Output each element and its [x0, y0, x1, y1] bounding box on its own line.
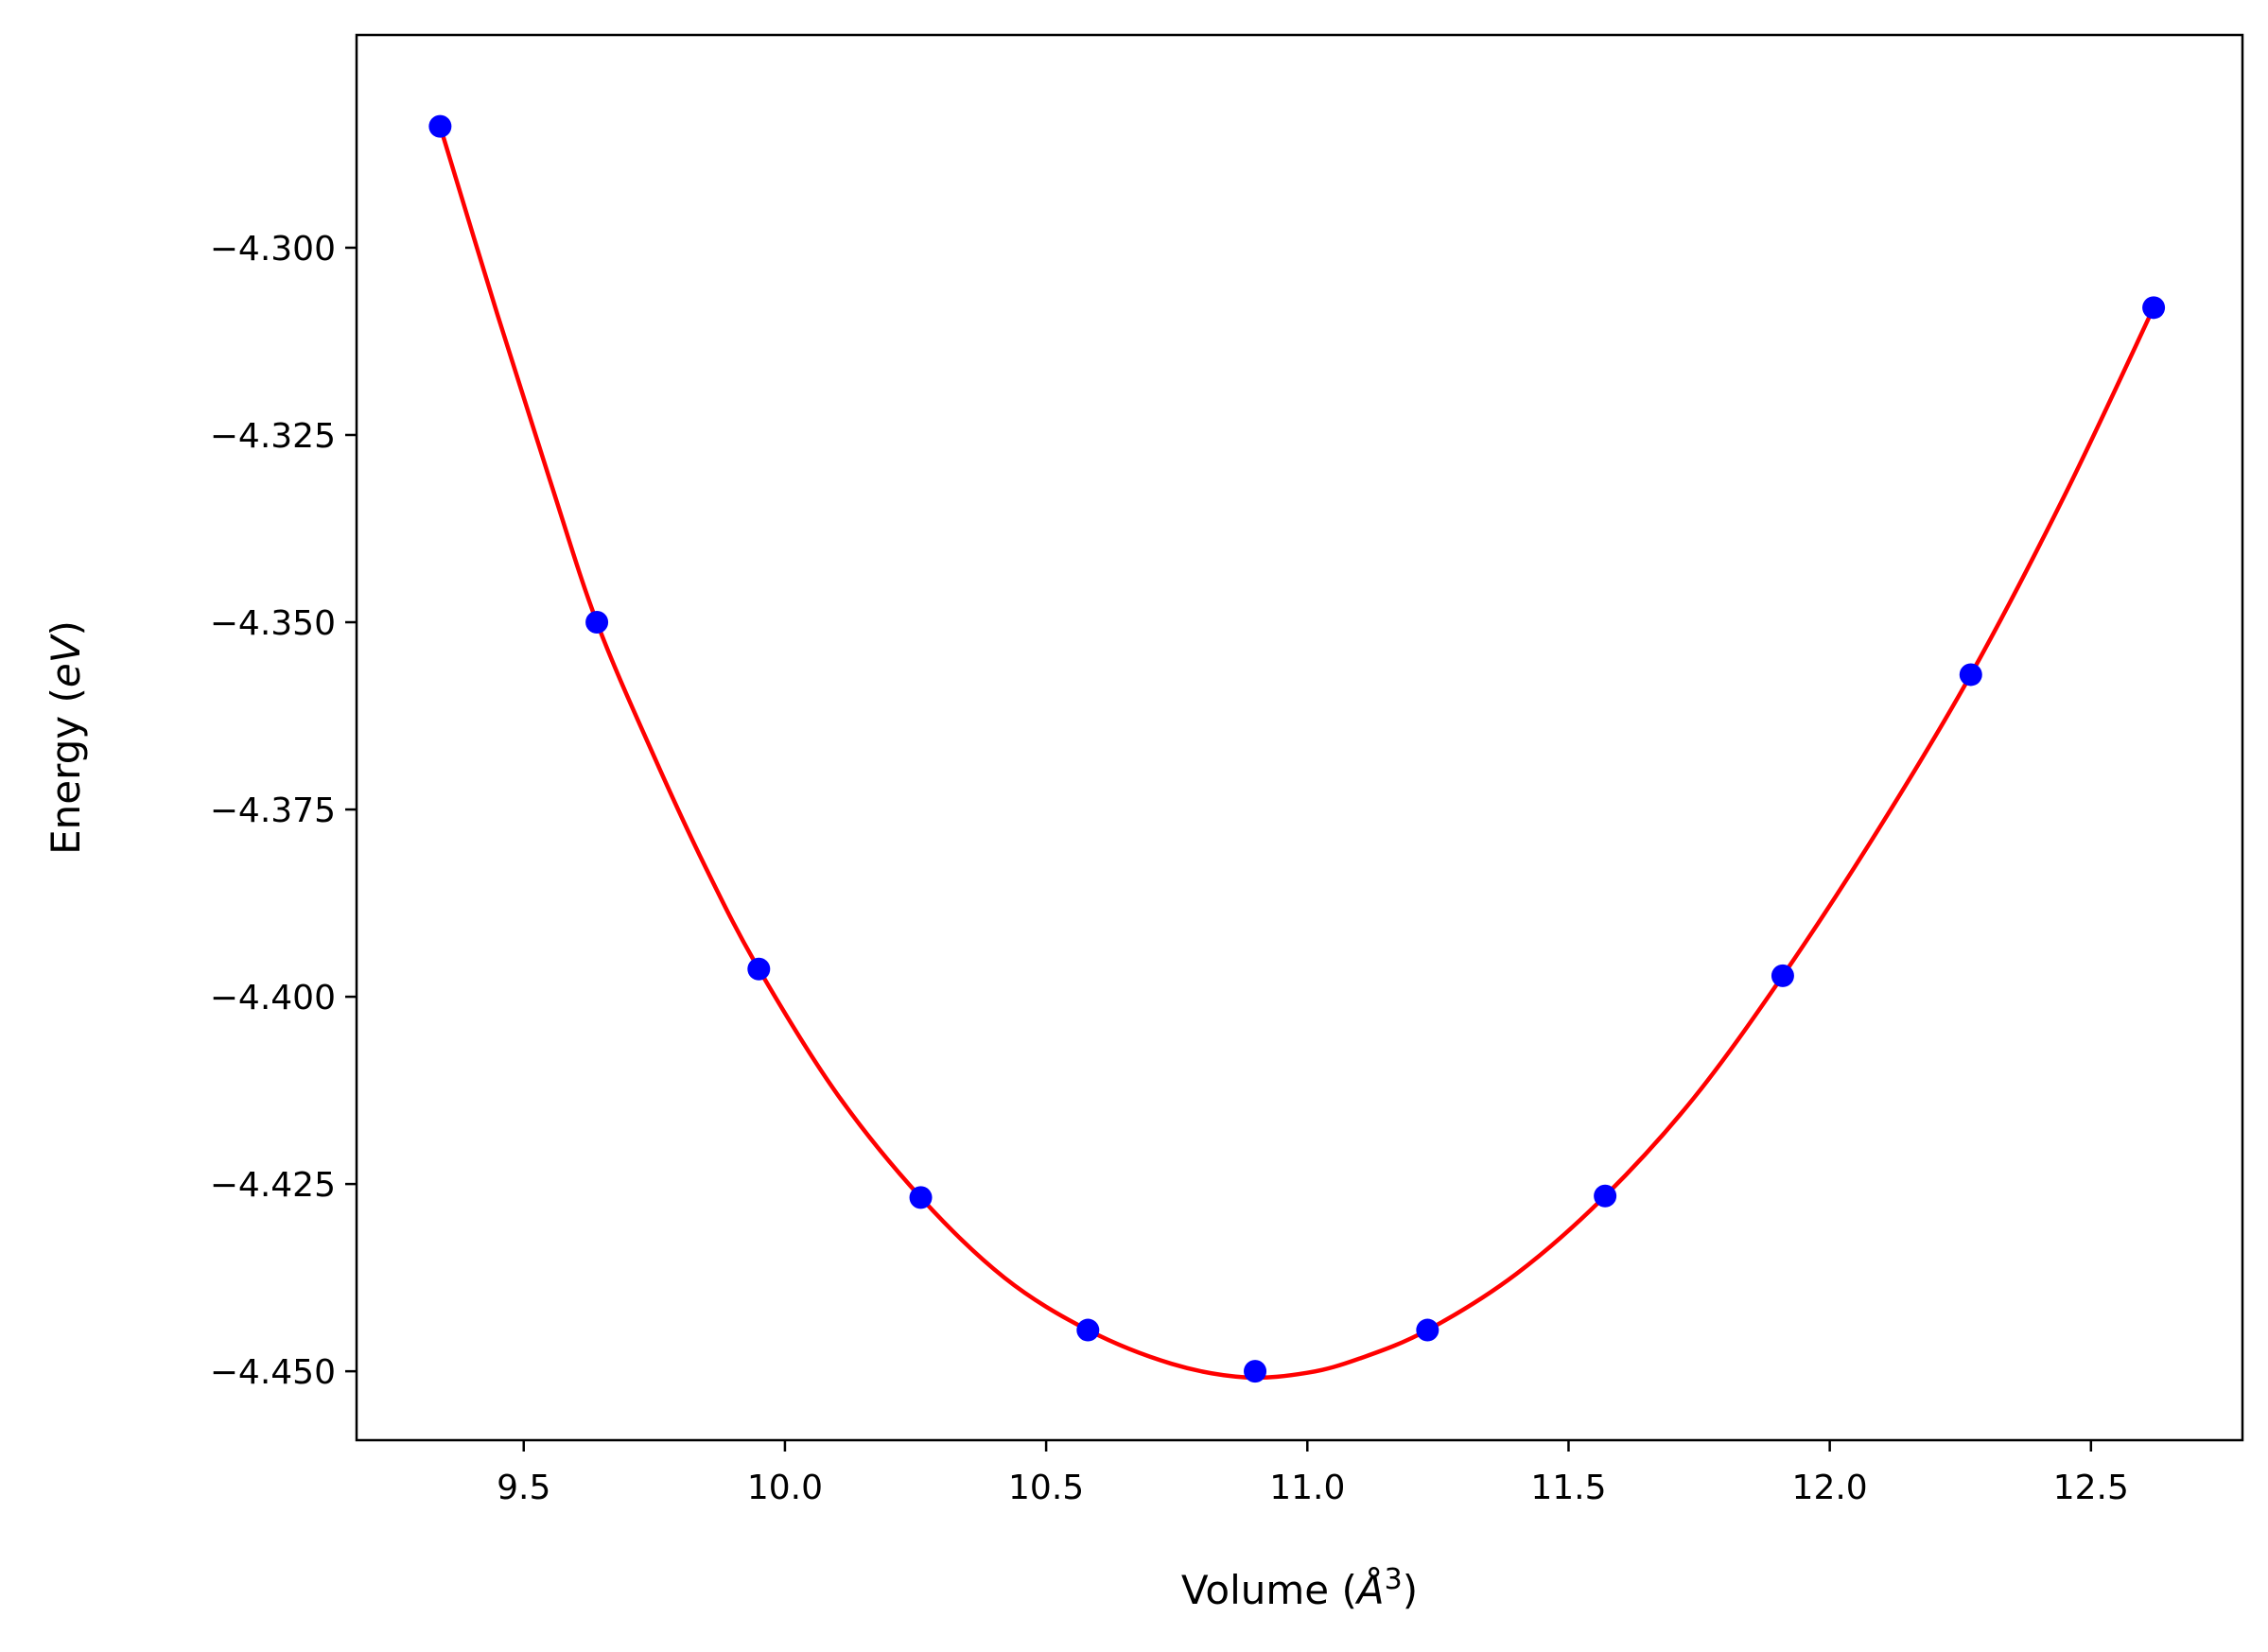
data-point: [1959, 663, 1982, 687]
y-tick-label: −4.425: [210, 1166, 336, 1205]
data-points-layer: [428, 114, 2166, 1383]
y-tick-label: −4.450: [210, 1353, 336, 1392]
x-tick-label: 12.5: [2053, 1469, 2129, 1507]
data-point: [1594, 1184, 1617, 1208]
x-tick-label: 12.0: [1792, 1469, 1868, 1507]
data-point: [585, 611, 609, 635]
fit-curve: [438, 125, 2156, 1381]
data-point: [2142, 296, 2166, 320]
x-tick-label: 10.5: [1008, 1469, 1084, 1507]
data-point: [1416, 1318, 1439, 1342]
y-tick-label: −4.375: [210, 791, 336, 830]
y-axis-ticks: −4.300 −4.325 −4.350 −4.375 −4.400 −4.425 −4.4…: [210, 230, 357, 1392]
x-tick-label: 11.5: [1530, 1469, 1606, 1507]
x-tick-label: 11.0: [1269, 1469, 1345, 1507]
fit-curve-layer: [438, 125, 2156, 1381]
x-axis-label: Volume (Å3): [1181, 1563, 1418, 1613]
x-tick-label: 9.5: [497, 1469, 550, 1507]
y-tick-label: −4.325: [210, 417, 336, 456]
data-point: [428, 114, 452, 138]
x-axis-ticks: 9.5 10.0 10.5 11.0 11.5 12.0 12.5: [497, 1440, 2129, 1507]
data-point: [1076, 1318, 1100, 1342]
plot-frame: [355, 33, 2244, 1442]
data-point: [909, 1186, 933, 1209]
plot-area-background: [357, 35, 2242, 1440]
y-tick-label: −4.400: [210, 979, 336, 1017]
y-tick-label: −4.350: [210, 604, 336, 643]
data-point: [1244, 1360, 1267, 1383]
y-axis-label: Energy (eV): [43, 620, 89, 855]
x-tick-label: 10.0: [747, 1469, 823, 1507]
data-point: [1771, 964, 1794, 987]
y-tick-label: −4.300: [210, 230, 336, 269]
data-point: [747, 957, 771, 981]
